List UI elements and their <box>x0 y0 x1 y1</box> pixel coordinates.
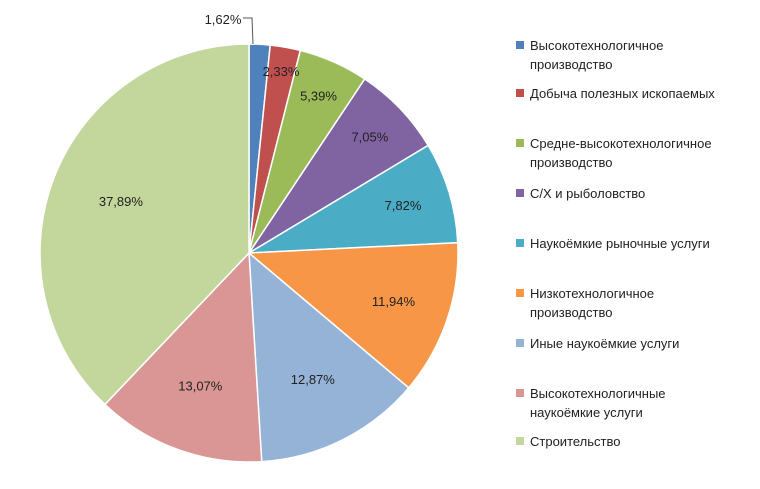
legend-label: Средне-высокотехнологичное производство <box>530 136 712 170</box>
legend-item: Высокотехнологичное производство <box>516 36 756 74</box>
legend-swatch <box>516 139 524 147</box>
legend-label: Строительство <box>530 434 621 449</box>
legend-label: Высокотехнологичные наукоёмкие услуги <box>530 386 666 420</box>
legend-item: Средне-высокотехнологичное производство <box>516 134 756 172</box>
pie-slice <box>248 144 459 254</box>
legend-label: Низкотехнологичное производство <box>530 286 655 320</box>
legend-label: Наукоёмкие рыночные услуги <box>530 236 710 251</box>
data-label: 7,82% <box>385 198 422 213</box>
legend-swatch <box>516 437 524 445</box>
legend-item: Низкотехнологичное производство <box>516 284 756 322</box>
pie-slice <box>39 43 250 406</box>
legend-swatch <box>516 89 524 97</box>
data-label: 12,87% <box>291 372 336 387</box>
legend-label: Высокотехнологичное производство <box>530 38 664 72</box>
data-label: 1,62% <box>205 12 242 27</box>
data-label: 13,07% <box>178 379 223 394</box>
legend-item: С/Х и рыболовство <box>516 184 756 203</box>
legend-swatch <box>516 389 524 397</box>
pie-slice <box>248 251 410 463</box>
legend-label: Добыча полезных ископаемых <box>530 86 715 101</box>
legend-swatch <box>516 239 524 247</box>
pie-slice <box>247 241 459 389</box>
legend-item: Наукоёмкие рыночные услуги <box>516 234 756 253</box>
data-label: 37,89% <box>99 194 144 209</box>
data-label: 5,39% <box>300 88 337 103</box>
data-label: 11,94% <box>372 294 416 309</box>
legend-swatch <box>516 41 524 49</box>
pie-slices <box>39 43 459 463</box>
legend-swatch <box>516 339 524 347</box>
legend-item: Высокотехнологичные наукоёмкие услуги <box>516 384 756 422</box>
data-label: 2,33% <box>263 64 300 79</box>
data-label: 7,05% <box>351 130 388 145</box>
legend-item: Иные наукоёмкие услуги <box>516 334 756 353</box>
legend-swatch <box>516 289 524 297</box>
legend-item: Строительство <box>516 432 756 451</box>
legend-label: Иные наукоёмкие услуги <box>530 336 680 351</box>
pie-data-labels: 1,62% 2,33%5,39% 7,05% 7,82% 11,94% 12,87% 13,… <box>99 12 422 394</box>
legend-swatch <box>516 189 524 197</box>
pie-slice <box>103 251 263 463</box>
legend-item: Добыча полезных ископаемых <box>516 84 756 103</box>
legend-label: С/Х и рыболовство <box>530 186 646 201</box>
leader-line <box>243 17 254 45</box>
